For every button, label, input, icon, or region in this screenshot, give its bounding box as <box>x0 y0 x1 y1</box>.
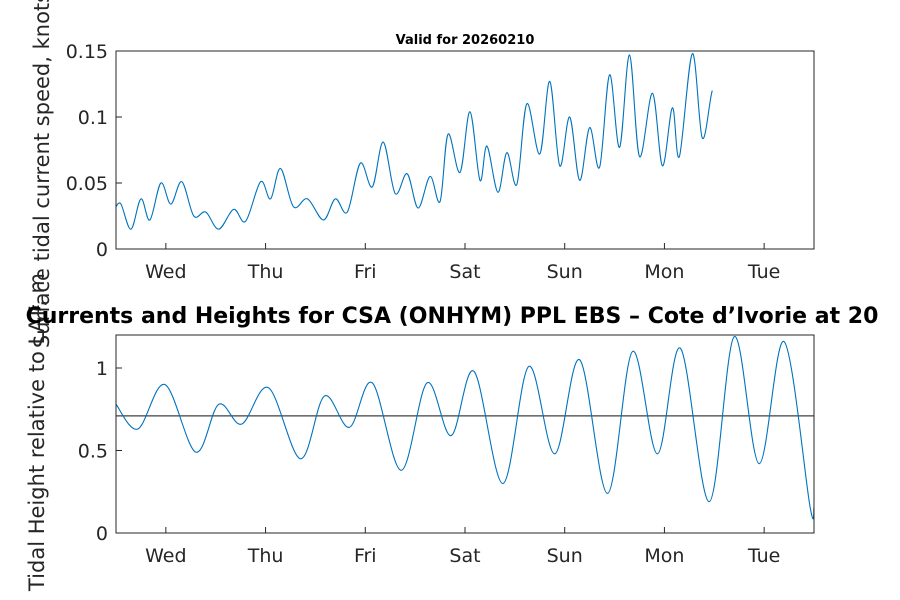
x-tick-label-day: Sun <box>547 545 583 567</box>
x-tick-label-day: Tue <box>747 261 780 283</box>
tidal-height-chart: 0 0.5 1 Wed Thu Fri Sat Sun Mon Tue Tidal Height… <box>25 273 878 592</box>
x-tick-label-day: Mon <box>644 261 684 283</box>
plot-area-current <box>116 51 814 249</box>
current-speed-chart: Valid for 20260210 0 0.05 0.1 0.15 Wed Thu Fr… <box>30 0 815 348</box>
y-axis-label-current: Surface tidal current speed, knots <box>30 0 54 348</box>
x-tick-label-day: Fri <box>354 261 377 283</box>
y-tick-label: 1 <box>96 358 108 380</box>
y-tick-label: 0.5 <box>78 441 108 463</box>
y-tick-label: 0 <box>96 523 108 545</box>
x-tick-label-day: Thu <box>247 545 284 567</box>
current-speed-line <box>115 53 713 230</box>
main-title: Currents and Heights for CSA (ONHYM) PPL… <box>26 304 879 329</box>
plot-area-height <box>116 335 814 533</box>
tidal-height-line <box>115 336 815 520</box>
x-tick-label-day: Sat <box>449 261 480 283</box>
x-tick-label-day: Mon <box>644 545 684 567</box>
x-tick-label-day: Sun <box>547 261 583 283</box>
x-tick-label-day: Thu <box>247 261 284 283</box>
y-tick-label: 0.1 <box>78 107 108 129</box>
y-tick-label: 0 <box>96 239 108 261</box>
x-tick-label-day: Tue <box>747 545 780 567</box>
y-tick-label: 0.05 <box>66 173 108 195</box>
x-tick-label-day: Wed <box>145 545 186 567</box>
y-tick-label: 0.15 <box>66 41 108 63</box>
x-tick-label-day: Fri <box>354 545 377 567</box>
x-tick-label-day: Sat <box>449 545 480 567</box>
x-tick-label-day: Wed <box>145 261 186 283</box>
y-axis-label-height: Tidal Height relative to LAT, m <box>25 273 49 592</box>
chart-title-valid-date: Valid for 20260210 <box>396 33 535 48</box>
